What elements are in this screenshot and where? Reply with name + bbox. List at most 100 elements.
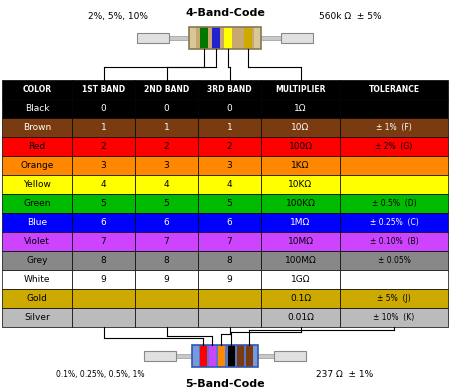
- Bar: [72, 175, 135, 194]
- Text: 9: 9: [164, 275, 169, 284]
- Text: 0: 0: [164, 104, 169, 113]
- Text: Orange: Orange: [20, 161, 54, 170]
- Text: 4: 4: [101, 180, 106, 189]
- Bar: [198, 232, 261, 251]
- Bar: [224, 27, 232, 49]
- Text: Green: Green: [23, 199, 51, 208]
- Text: ± 10%  (K): ± 10% (K): [374, 313, 414, 322]
- Bar: [198, 270, 261, 289]
- Text: 0: 0: [227, 104, 232, 113]
- Text: Grey: Grey: [26, 256, 48, 265]
- Bar: [244, 27, 252, 49]
- Bar: [198, 251, 261, 270]
- Bar: [198, 80, 261, 99]
- Bar: [212, 27, 220, 49]
- Bar: [192, 345, 258, 367]
- Bar: [281, 33, 313, 43]
- Text: 7: 7: [227, 237, 232, 246]
- Text: 4-Band-Code: 4-Band-Code: [185, 8, 265, 18]
- Text: ± 0.10%  (B): ± 0.10% (B): [370, 237, 418, 246]
- Text: ± 0.5%  (D): ± 0.5% (D): [372, 199, 416, 208]
- Bar: [135, 289, 198, 308]
- Bar: [2, 194, 72, 213]
- Text: ± 0.05%: ± 0.05%: [378, 256, 410, 265]
- Text: 3RD BAND: 3RD BAND: [207, 85, 252, 94]
- Text: 10KΩ: 10KΩ: [288, 180, 313, 189]
- Text: 10MΩ: 10MΩ: [288, 237, 314, 246]
- Bar: [72, 137, 135, 156]
- Text: 1MΩ: 1MΩ: [290, 218, 310, 227]
- Text: 1KΩ: 1KΩ: [291, 161, 310, 170]
- Bar: [72, 194, 135, 213]
- Bar: [274, 351, 306, 361]
- Bar: [189, 27, 196, 49]
- Bar: [251, 345, 258, 367]
- Bar: [218, 345, 225, 367]
- Text: Silver: Silver: [24, 313, 50, 322]
- Text: Yellow: Yellow: [23, 180, 51, 189]
- Bar: [135, 251, 198, 270]
- Bar: [189, 27, 261, 49]
- Bar: [137, 33, 169, 43]
- Bar: [198, 194, 261, 213]
- Text: Brown: Brown: [23, 123, 51, 132]
- Text: COLOR: COLOR: [22, 85, 52, 94]
- Text: ± 2%  (G): ± 2% (G): [375, 142, 413, 151]
- Bar: [2, 251, 72, 270]
- Bar: [72, 99, 135, 118]
- Text: 5: 5: [101, 199, 106, 208]
- Text: 8: 8: [101, 256, 106, 265]
- Bar: [340, 80, 448, 99]
- Bar: [135, 80, 198, 99]
- Bar: [135, 137, 198, 156]
- Bar: [261, 251, 340, 270]
- Text: 2%, 5%, 10%: 2%, 5%, 10%: [88, 12, 148, 21]
- Bar: [340, 175, 448, 194]
- Bar: [135, 99, 198, 118]
- Text: 2ND BAND: 2ND BAND: [144, 85, 189, 94]
- Bar: [72, 213, 135, 232]
- Text: 1ST BAND: 1ST BAND: [82, 85, 125, 94]
- Bar: [340, 270, 448, 289]
- Text: 9: 9: [101, 275, 106, 284]
- Bar: [198, 137, 261, 156]
- Bar: [340, 156, 448, 175]
- Bar: [261, 232, 340, 251]
- Bar: [340, 137, 448, 156]
- Bar: [2, 270, 72, 289]
- Text: Blue: Blue: [27, 218, 47, 227]
- Bar: [261, 270, 340, 289]
- Bar: [72, 270, 135, 289]
- Bar: [261, 137, 340, 156]
- Bar: [2, 213, 72, 232]
- Bar: [237, 345, 244, 367]
- Bar: [261, 308, 340, 327]
- Text: 8: 8: [227, 256, 232, 265]
- Bar: [261, 80, 340, 99]
- Bar: [254, 27, 261, 49]
- Bar: [200, 345, 207, 367]
- Text: 237 Ω  ± 1%: 237 Ω ± 1%: [316, 370, 373, 379]
- Bar: [246, 345, 253, 367]
- Text: 0: 0: [101, 104, 106, 113]
- Bar: [72, 118, 135, 137]
- Text: ± 1%  (F): ± 1% (F): [376, 123, 412, 132]
- Bar: [198, 156, 261, 175]
- Bar: [2, 118, 72, 137]
- Text: 3: 3: [227, 161, 232, 170]
- Text: 0.01Ω: 0.01Ω: [287, 313, 314, 322]
- Bar: [135, 194, 198, 213]
- Bar: [261, 118, 340, 137]
- Bar: [135, 232, 198, 251]
- Text: Violet: Violet: [24, 237, 50, 246]
- Text: Red: Red: [28, 142, 45, 151]
- Bar: [189, 27, 261, 49]
- Bar: [144, 351, 176, 361]
- Text: 9: 9: [227, 275, 232, 284]
- Text: Gold: Gold: [27, 294, 47, 303]
- Text: 1: 1: [227, 123, 232, 132]
- Bar: [198, 99, 261, 118]
- Bar: [72, 156, 135, 175]
- Text: 1Ω: 1Ω: [294, 104, 307, 113]
- Bar: [198, 175, 261, 194]
